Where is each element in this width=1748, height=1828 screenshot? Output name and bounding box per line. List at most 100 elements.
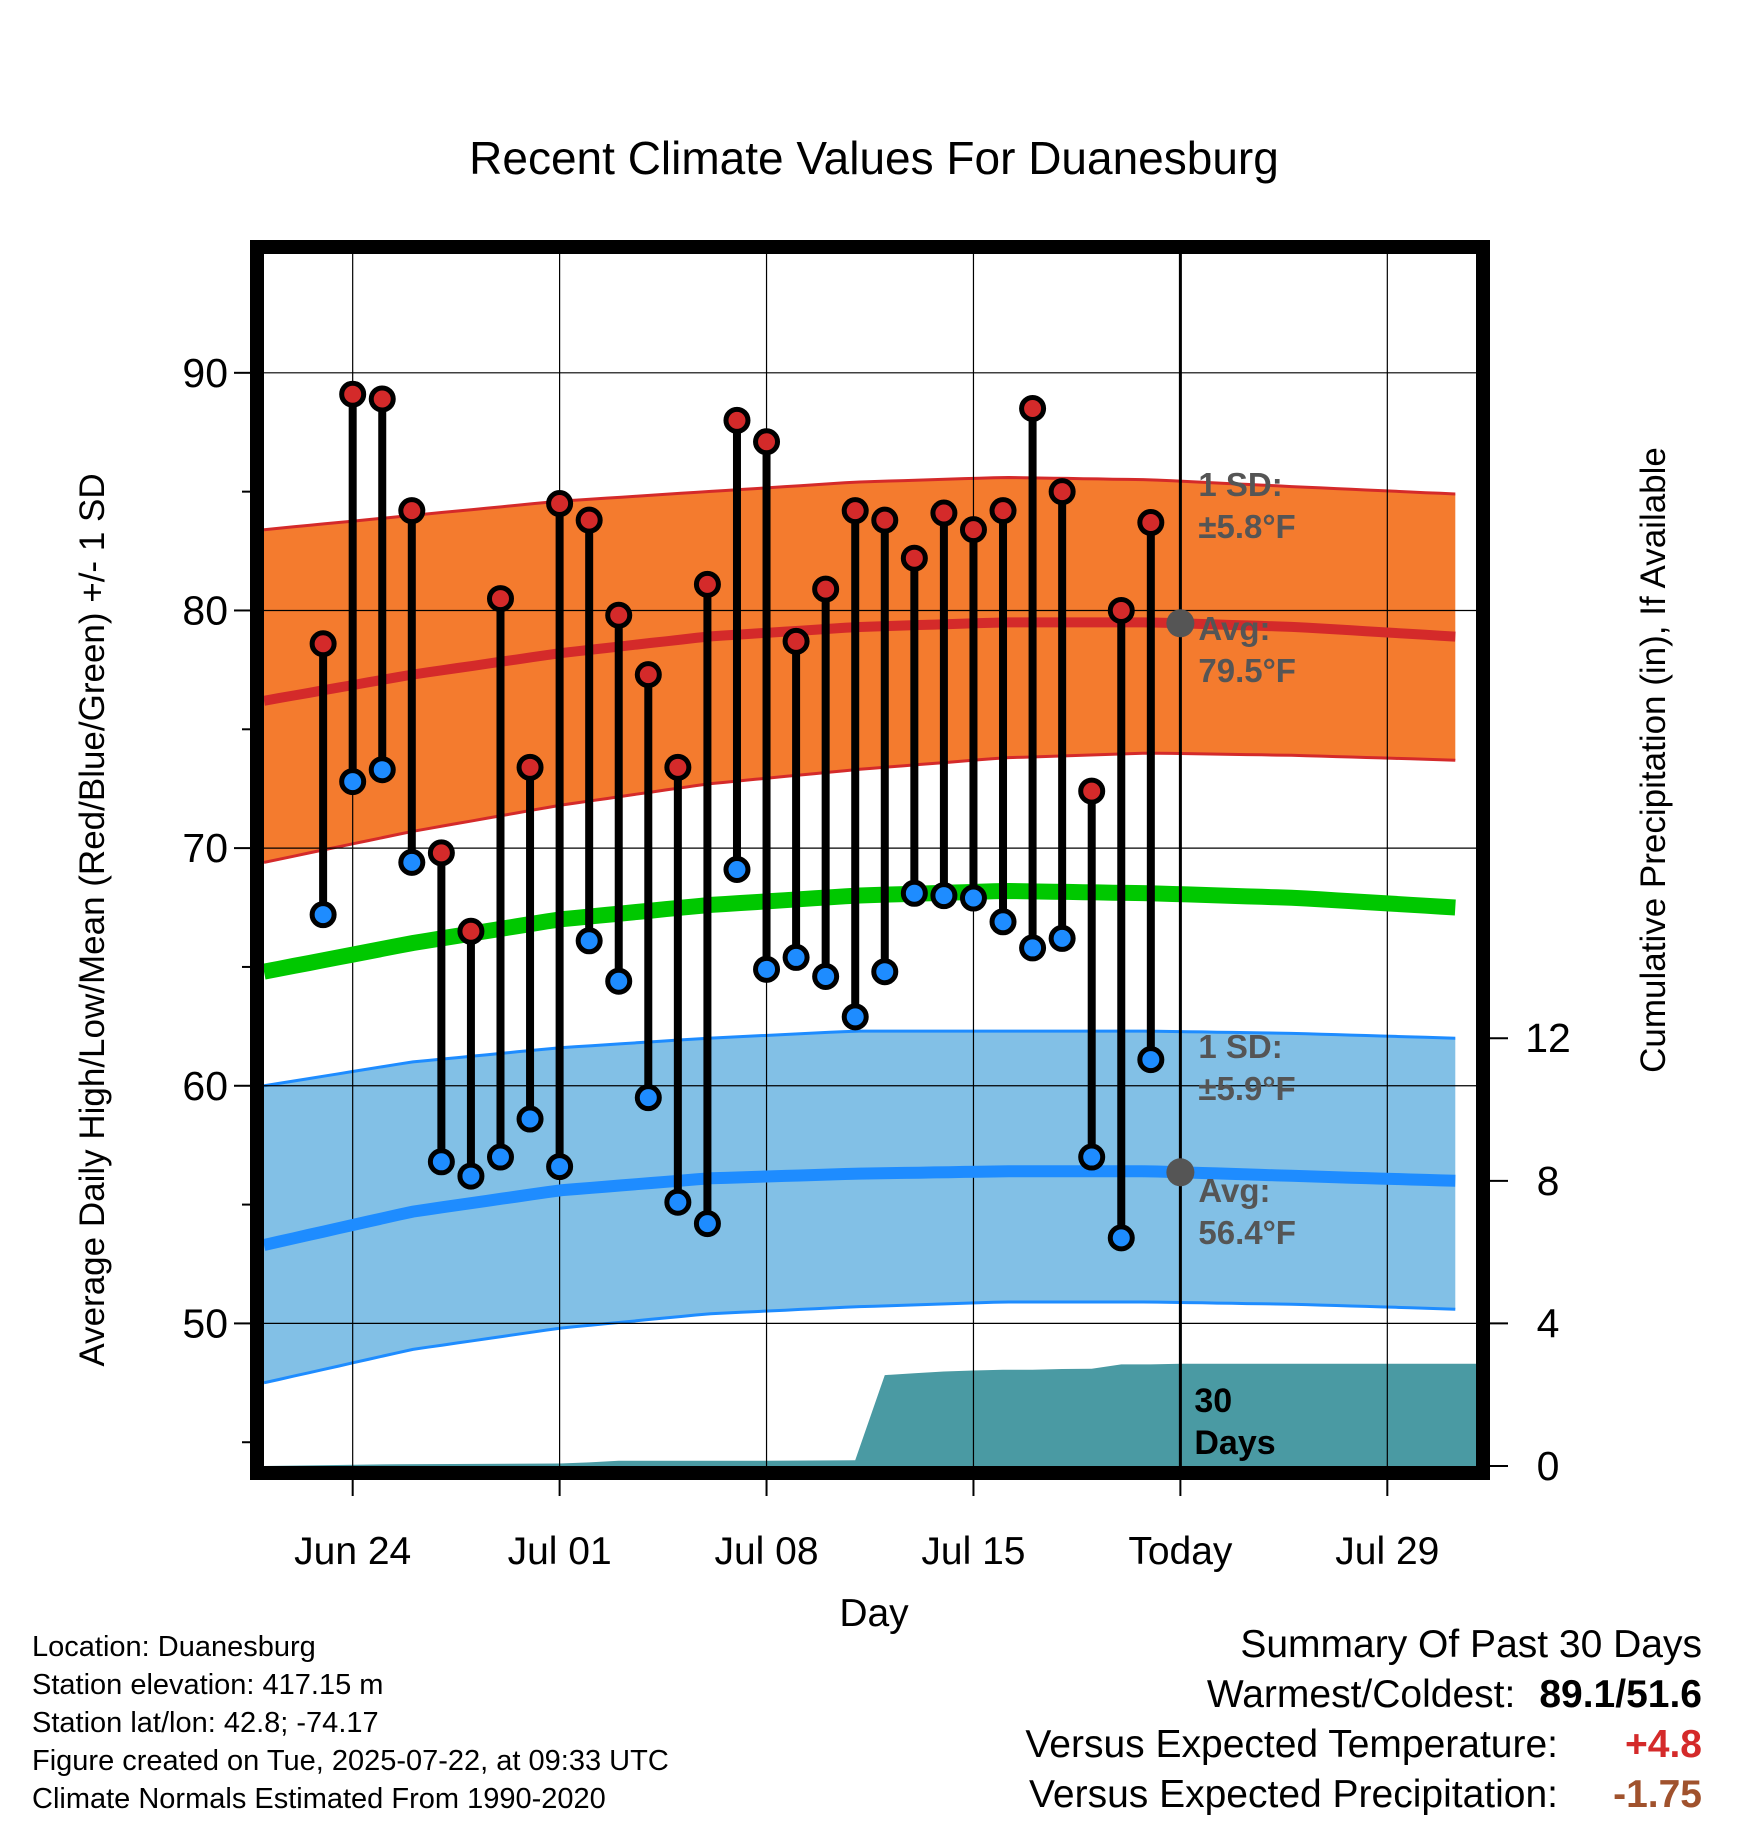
daily-low-point <box>516 1105 544 1133</box>
daily-high-point <box>1137 509 1165 537</box>
daily-high-point <box>723 406 751 434</box>
high-avg-label: Avg: <box>1198 610 1270 647</box>
daily-high-point <box>900 544 928 572</box>
daily-high-point <box>339 380 367 408</box>
x-axis-label: Day <box>839 1592 909 1635</box>
high-avg-value: 79.5°F <box>1198 652 1296 689</box>
y-tick-label: 90 <box>182 350 228 396</box>
normal-low-line <box>264 1165 1456 1251</box>
low-sd-value: ±5.9°F <box>1198 1070 1295 1107</box>
daily-high-point <box>546 490 574 518</box>
daily-high-point <box>486 585 514 613</box>
low-sd-label: 1 SD: <box>1198 1028 1282 1065</box>
x-tick-label: Jul 29 <box>1335 1530 1439 1573</box>
daily-low-point <box>812 962 840 990</box>
warmest-value: 89.1/51.6 <box>1539 1673 1702 1716</box>
today-low-normal-marker <box>1166 1158 1195 1187</box>
daily-low-point <box>782 943 810 971</box>
daily-high-point <box>989 497 1017 525</box>
daily-high-point <box>575 506 603 534</box>
plot-inner <box>264 254 1476 1466</box>
y2-tick-label: 0 <box>1537 1443 1560 1489</box>
x-tick-label: Jul 01 <box>508 1530 612 1573</box>
precip-days-label: Days <box>1194 1424 1275 1462</box>
daily-low-point <box>664 1188 692 1216</box>
daily-high-point <box>1019 394 1047 422</box>
daily-high-point <box>1048 478 1076 506</box>
temp-departure-value: +4.8 <box>1625 1723 1702 1766</box>
low-sd-upper-line <box>264 1029 1456 1088</box>
today-high-normal-marker <box>1166 609 1195 638</box>
x-tick-label: Today <box>1128 1530 1233 1573</box>
elevation-text: Station elevation: 417.15 m <box>32 1669 384 1701</box>
daily-high-point <box>309 630 337 658</box>
precip-departure-value: -1.75 <box>1613 1773 1702 1816</box>
high-sd-value: ±5.8°F <box>1198 508 1295 545</box>
plot-area: 1 SD: ±5.8°F Avg: 79.5°F 1 SD: ±5.9°F Avg: 56.4… <box>182 240 1571 1573</box>
temp-label: Versus Expected Temperature: <box>1025 1723 1558 1766</box>
daily-high-point <box>398 497 426 525</box>
daily-high-point <box>368 385 396 413</box>
daily-high-point <box>634 661 662 689</box>
daily-high-point <box>427 839 455 867</box>
summary-precip-row: Versus Expected Precipitation: -1.75 <box>1025 1770 1702 1820</box>
created-text: Figure created on Tue, 2025-07-22, at 09… <box>32 1745 669 1777</box>
daily-low-point <box>1107 1224 1135 1252</box>
daily-high-point <box>930 499 958 527</box>
y2-tick-label: 4 <box>1537 1300 1560 1346</box>
location-text: Location: Duanesburg <box>32 1631 316 1663</box>
daily-low-point <box>427 1148 455 1176</box>
daily-high-point <box>1107 596 1135 624</box>
daily-high-point <box>516 753 544 781</box>
daily-low-point <box>900 879 928 907</box>
daily-low-point <box>959 884 987 912</box>
x-tick-label: Jul 08 <box>714 1530 818 1573</box>
daily-high-point <box>841 497 869 525</box>
daily-high-point <box>693 570 721 598</box>
daily-high-point <box>664 753 692 781</box>
high-sd-lower-line <box>264 751 1456 864</box>
daily-low-point <box>871 958 899 986</box>
low-sd-lower-line <box>264 1300 1456 1385</box>
daily-high-point <box>753 428 781 456</box>
daily-high-point <box>1078 777 1106 805</box>
daily-low-point <box>575 927 603 955</box>
daily-high-point <box>871 506 899 534</box>
daily-low-point <box>989 908 1017 936</box>
daily-low-point <box>1137 1046 1165 1074</box>
summary-warmest-row: Warmest/Coldest: 89.1/51.6 <box>1025 1670 1702 1720</box>
daily-low-point <box>605 967 633 995</box>
daily-low-point <box>1078 1143 1106 1171</box>
y-axis-label: Average Daily High/Low/Mean (Red/Blue/Gr… <box>73 473 112 1366</box>
summary-title: Summary Of Past 30 Days <box>1240 1623 1702 1666</box>
warmest-label: Warmest/Coldest: <box>1206 1673 1516 1716</box>
daily-high-point <box>782 627 810 655</box>
x-tick-label: Jun 24 <box>294 1530 411 1573</box>
daily-low-point <box>546 1153 574 1181</box>
high-sd-label: 1 SD: <box>1198 466 1282 503</box>
plot-frame <box>250 240 1490 1480</box>
precip-area <box>264 1363 1476 1466</box>
y-tick-label: 50 <box>182 1300 228 1346</box>
daily-low-point <box>723 856 751 884</box>
x-tick-label: Jul 15 <box>921 1530 1025 1573</box>
normal-high-line <box>264 617 1456 706</box>
y-tick-label: 60 <box>182 1063 228 1109</box>
latlon-text: Station lat/lon: 42.8; -74.17 <box>32 1707 379 1739</box>
high-sd-upper-line <box>264 475 1456 532</box>
low-avg-label: Avg: <box>1198 1172 1270 1209</box>
daily-low-point <box>368 756 396 784</box>
daily-low-point <box>841 1003 869 1031</box>
daily-high-point <box>812 575 840 603</box>
normals-text: Climate Normals Estimated From 1990-2020 <box>32 1783 606 1815</box>
y-tick-label: 70 <box>182 825 228 871</box>
daily-low-point <box>693 1210 721 1238</box>
daily-high-point <box>457 917 485 945</box>
daily-low-point <box>1019 934 1047 962</box>
summary-temp-row: Versus Expected Temperature: +4.8 <box>1025 1720 1702 1770</box>
daily-high-point <box>605 601 633 629</box>
daily-low-point <box>339 768 367 796</box>
precip-label: Versus Expected Precipitation: <box>1029 1773 1558 1816</box>
daily-low-point <box>486 1143 514 1171</box>
